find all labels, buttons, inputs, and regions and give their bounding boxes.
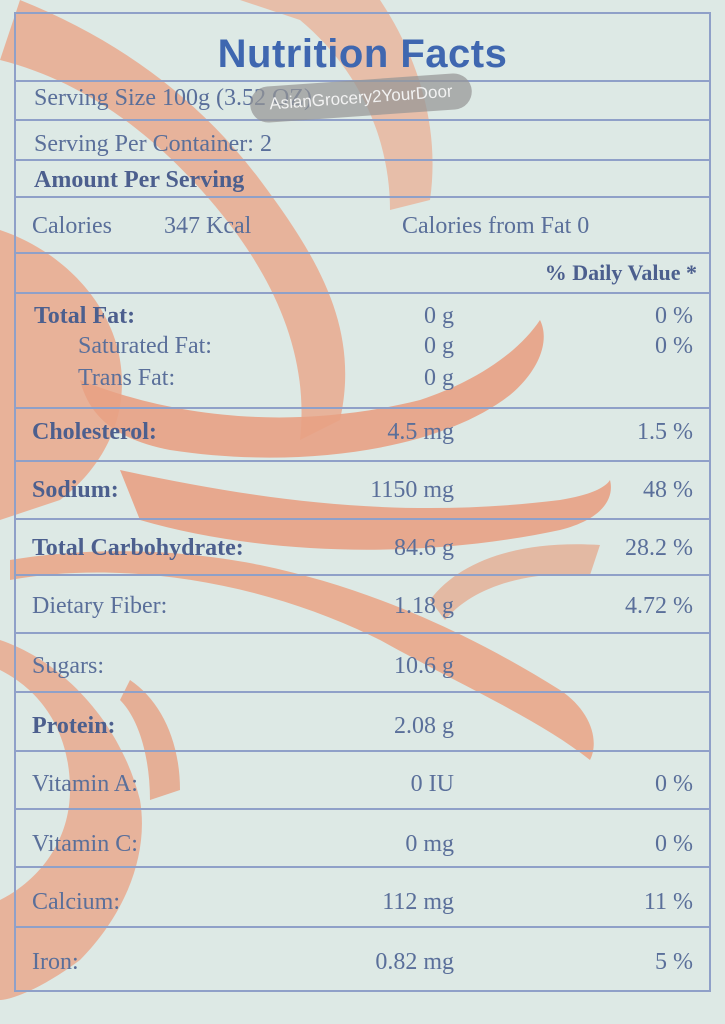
nutrient-label-cholesterol: Cholesterol: <box>32 419 157 445</box>
calories-label: Calories <box>32 213 112 239</box>
nutrition-facts-panel: Nutrition Facts Serving Size 100g (3.52 … <box>14 12 711 992</box>
nutrient-label-protein: Protein: <box>32 713 116 739</box>
nutrient-amount-iron: 0.82 mg <box>375 949 454 975</box>
nutrient-dv-calcium: 11 % <box>643 889 693 915</box>
nutrient-dv-total-carbohydrate: 28.2 % <box>625 535 693 561</box>
page-title: Nutrition Facts <box>217 32 508 76</box>
nutrient-dv-sodium: 48 % <box>643 477 693 503</box>
nutrient-label-calcium: Calcium: <box>32 889 120 915</box>
nutrient-label-iron: Iron: <box>32 949 79 975</box>
amount-per-serving-label: Amount Per Serving <box>34 167 245 193</box>
nutrient-dv-saturated-fat: 0 % <box>655 333 693 359</box>
nutrient-amount-vitamin-c: 0 mg <box>405 831 454 857</box>
daily-value-header: % Daily Value * <box>544 260 697 285</box>
nutrient-label-saturated-fat: Saturated Fat: <box>78 333 212 359</box>
nutrient-amount-calcium: 112 mg <box>382 889 454 915</box>
nutrient-amount-sugars: 10.6 g <box>394 653 454 679</box>
nutrient-amount-vitamin-a: 0 IU <box>410 771 454 797</box>
nutrient-label-total-fat: Total Fat: <box>34 303 136 329</box>
nutrient-label-sodium: Sodium: <box>32 477 119 503</box>
nutrient-amount-dietary-fiber: 1.18 g <box>394 593 454 619</box>
calories-from-fat: Calories from Fat 0 <box>402 213 590 239</box>
nutrient-amount-protein: 2.08 g <box>394 713 454 739</box>
nutrient-amount-cholesterol: 4.5 mg <box>387 419 454 445</box>
nutrient-label-vitamin-c: Vitamin C: <box>32 831 138 857</box>
nutrient-amount-saturated-fat: 0 g <box>424 333 454 359</box>
nutrient-dv-iron: 5 % <box>655 949 693 975</box>
nutrient-dv-dietary-fiber: 4.72 % <box>625 593 693 619</box>
nutrient-label-dietary-fiber: Dietary Fiber: <box>32 593 168 619</box>
nutrient-amount-sodium: 1150 mg <box>370 477 454 503</box>
nutrient-label-sugars: Sugars: <box>32 653 104 679</box>
nutrient-dv-vitamin-a: 0 % <box>655 771 693 797</box>
servings-per-container: Serving Per Container: 2 <box>34 131 272 157</box>
nutrient-amount-total-fat: 0 g <box>424 303 454 329</box>
nutrient-amount-trans-fat: 0 g <box>424 365 454 391</box>
nutrient-dv-cholesterol: 1.5 % <box>637 419 693 445</box>
nutrient-label-total-carbohydrate: Total Carbohydrate: <box>32 535 244 561</box>
nutrient-dv-total-fat: 0 % <box>655 303 693 329</box>
nutrient-label-trans-fat: Trans Fat: <box>78 365 176 391</box>
nutrient-dv-vitamin-c: 0 % <box>655 831 693 857</box>
nutrient-amount-total-carbohydrate: 84.6 g <box>394 535 454 561</box>
calories-value: 347 Kcal <box>164 213 252 239</box>
nutrient-label-vitamin-a: Vitamin A: <box>32 771 138 797</box>
